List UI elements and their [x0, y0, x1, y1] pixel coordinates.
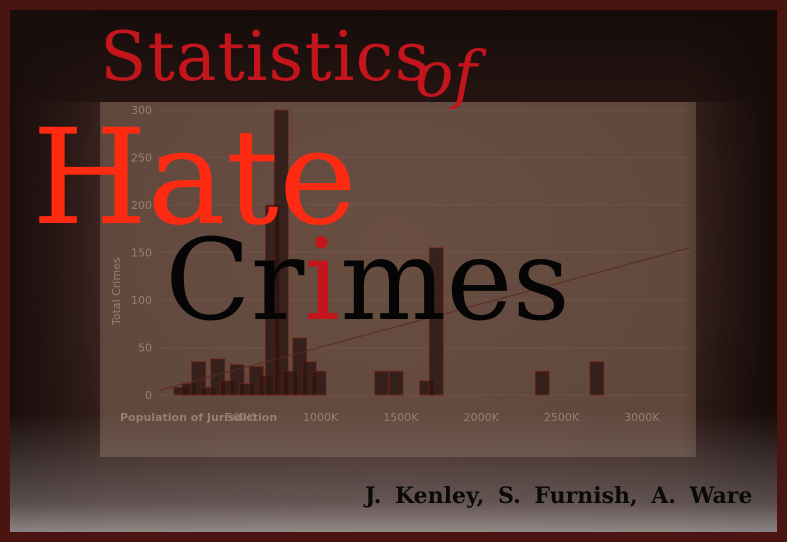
y-tick-label: 250 [131, 152, 152, 165]
title-crimes-part2: mes [340, 216, 571, 346]
authors-line: J. Kenley, S. Furnish, A. Ware [365, 483, 753, 509]
histogram-bar [589, 361, 605, 396]
y-tick-label: 100 [131, 294, 152, 307]
y-tick-label: 50 [138, 342, 152, 355]
title-of: of [415, 38, 478, 112]
title-crimes-part1: Cr [165, 216, 305, 346]
histogram-bar [273, 109, 289, 396]
y-tick-label: 0 [145, 389, 152, 402]
y-tick-label: 200 [131, 199, 152, 212]
top-dark-band [10, 10, 777, 102]
title-hate: Hate [32, 101, 357, 255]
histogram-bar [388, 370, 404, 396]
y-axis-title: Total Crimes [110, 257, 123, 326]
histogram-bar [374, 370, 390, 396]
bottom-fade [0, 412, 787, 542]
title-crimes-red-i: i [304, 216, 341, 346]
title-statistics: Statistics [100, 18, 431, 97]
histogram-bar [428, 247, 444, 396]
y-tick-label: 150 [131, 247, 152, 260]
histogram-bar [311, 370, 327, 396]
histogram-bar [534, 370, 550, 396]
chart-panel [100, 97, 696, 457]
trend-line [159, 247, 691, 391]
y-tick-label: 300 [131, 104, 152, 117]
title-crimes: Crimes [165, 225, 570, 337]
